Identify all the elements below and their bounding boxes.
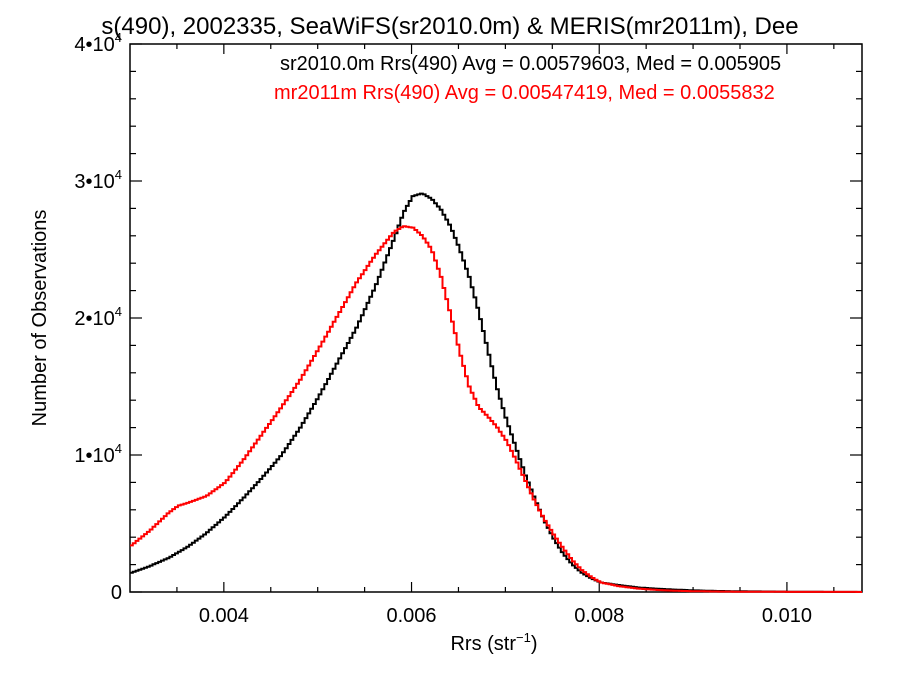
x-tick-label: 0.008 [574, 605, 624, 627]
plot-frame [129, 43, 863, 593]
y-tick-label: 0 [111, 582, 122, 604]
x-axis: 0.004 0.006 0.008 0.010 [176, 44, 835, 627]
series-line-red [130, 225, 862, 593]
series-line-black [130, 192, 862, 593]
x-tick-label: 0.004 [199, 605, 249, 627]
y-axis-label: Number of Observations [29, 210, 51, 427]
x-tick-label: 0.010 [762, 605, 812, 627]
legend-annotation-black: sr2010.0m Rrs(490) Avg = 0.00579603, Med… [280, 53, 781, 75]
chart-title: s(490), 2002335, SeaWiFS(sr2010.0m) & ME… [101, 13, 798, 40]
x-axis-label: Rrs (str−1) [450, 630, 537, 655]
y-tick-label: 1•104 [74, 441, 122, 467]
y-tick-label: 3•104 [74, 167, 122, 193]
y-axis: 0 1•104 2•104 3•104 4•104 [74, 30, 862, 604]
y-tick-label: 2•104 [74, 304, 122, 330]
x-tick-label: 0.006 [387, 605, 437, 627]
legend-annotation-red: mr2011m Rrs(490) Avg = 0.00547419, Med =… [274, 82, 775, 104]
series-layer [130, 192, 862, 593]
y-tick-label: 4•104 [74, 30, 122, 56]
